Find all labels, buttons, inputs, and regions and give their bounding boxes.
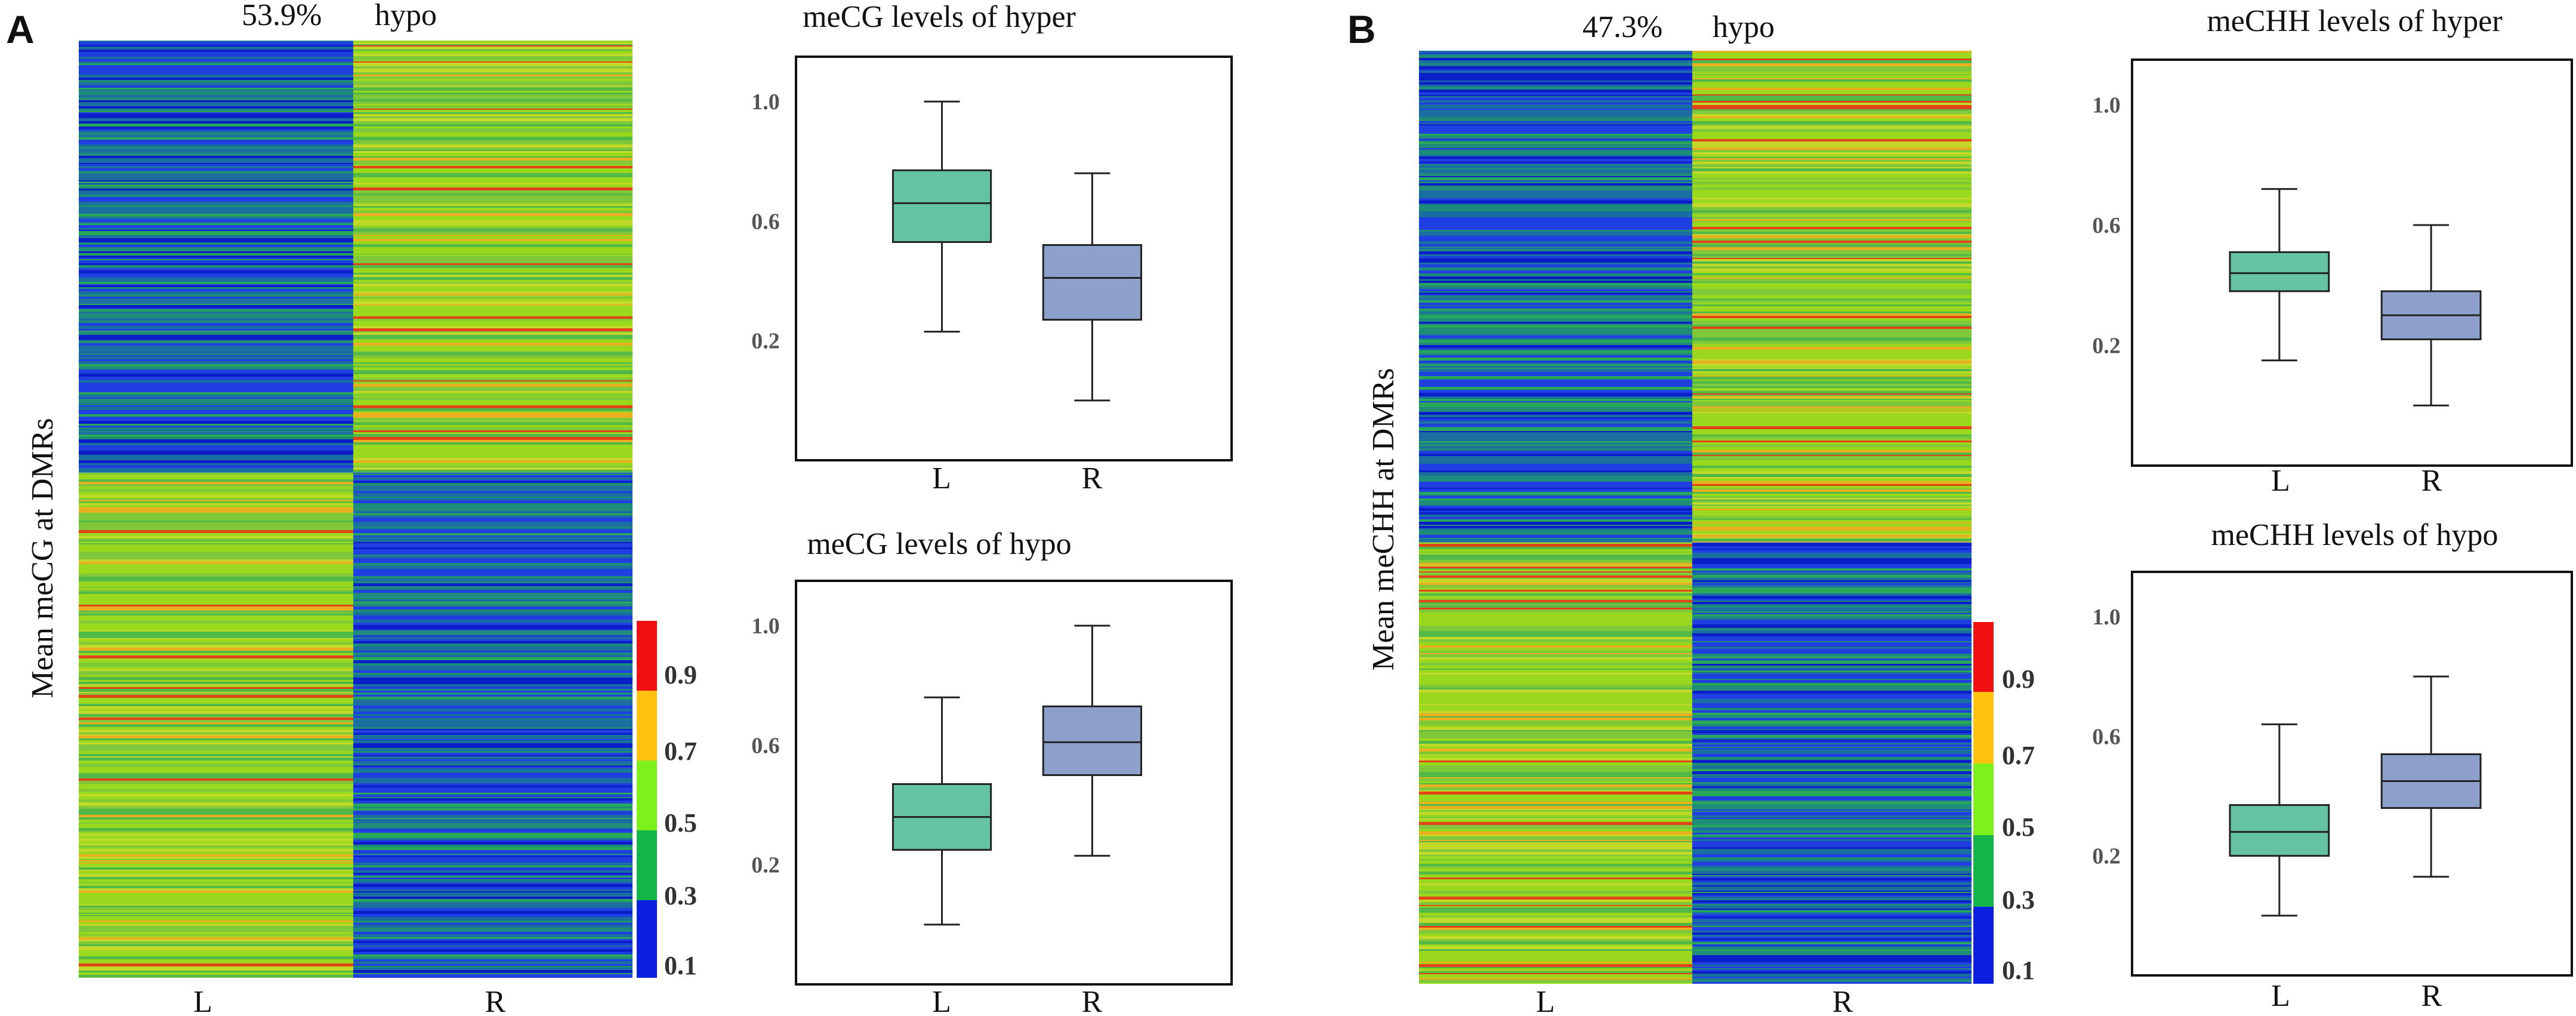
colorbar-a-tick-01: 0.1: [664, 951, 697, 980]
colorbar-a-orange: [637, 691, 657, 761]
ytick-label: 1.0: [2092, 605, 2121, 630]
xcat-r: R: [2421, 979, 2442, 1013]
ytick-label: 1.0: [751, 90, 780, 115]
ytick-label: 0.2: [751, 853, 780, 878]
box-l: [891, 100, 992, 333]
colorbar-a-tick-03: 0.3: [664, 881, 697, 910]
xcat-r: R: [1082, 985, 1103, 1016]
box-l: [2229, 723, 2330, 917]
heatmap-b-xlabel-r: R: [1832, 985, 1853, 1016]
heatmap-a-hypo-label: hypo: [375, 0, 437, 32]
heatmap-b-l-segment-low: [1419, 51, 1692, 543]
colorbar-b-tick-05: 0.5: [2002, 812, 2035, 842]
xcat-l: L: [932, 461, 951, 495]
ytick-label: 1.0: [2092, 93, 2121, 118]
plot-frame: [795, 580, 1233, 986]
boxplot-a-hyper: meCG levels of hyper 1.0 0.6 0.2 L R: [751, 0, 1233, 495]
colorbar-b-green: [1973, 835, 1994, 907]
colorbar-a-green: [637, 830, 657, 900]
boxplot-a-hypo: meCG levels of hypo 1.0 0.6 0.2 L R: [751, 527, 1233, 1016]
colorbar-a-blue: [637, 900, 657, 978]
colorbar-b-red: [1973, 622, 1994, 692]
xcat-l: L: [2271, 464, 2290, 498]
boxplot-title: meCHH levels of hyper: [2207, 4, 2502, 38]
iqr-box: [2229, 251, 2330, 293]
plot-frame: [795, 56, 1233, 461]
plot-frame: [2131, 571, 2573, 977]
heatmap-b-xlabel-l: L: [1536, 985, 1555, 1016]
ytick-label: 0.2: [2092, 334, 2121, 359]
colorbar-b-tick-01: 0.1: [2002, 956, 2035, 985]
colorbar-b-lightgreen: [1973, 763, 1994, 835]
heatmap-a-xlabel-l: L: [193, 985, 212, 1016]
colorbar-b-tick-03: 0.3: [2002, 885, 2035, 915]
ytick-label: 0.6: [2092, 213, 2121, 238]
box-r: [2380, 224, 2482, 407]
plot-frame: [2131, 59, 2573, 467]
ytick-label: 0.6: [751, 209, 780, 234]
colorbar-a-tick-09: 0.9: [664, 660, 697, 689]
heatmap-b-ylabel: Mean meCHH at DMRs: [1366, 368, 1400, 671]
panel-b: B 47.3% hypo Mean meCHH at DMRs L R 0.9 …: [1347, 4, 2573, 1016]
heatmap-a-r-segment-low: [353, 472, 633, 978]
boxplot-title: meCHH levels of hypo: [2211, 518, 2498, 552]
boxplot-title: meCG levels of hypo: [807, 527, 1071, 561]
heatmap-b-percent: 47.3%: [1582, 10, 1662, 44]
xcat-l: L: [932, 985, 951, 1016]
heatmap-b: [1419, 51, 1972, 984]
colorbar-b-tick-07: 0.7: [2002, 741, 2035, 770]
boxplot-b-hypo: meCHH levels of hypo 1.0 0.6 0.2 L R: [2092, 518, 2573, 1013]
heatmap-a-l-segment-low: [79, 41, 353, 473]
heatmap-b-r-segment-low: [1692, 542, 1972, 984]
ytick-label: 0.2: [751, 329, 780, 354]
panel-a: A 53.9% hypo Mean meCG at DMRs L R 0.9 0…: [6, 0, 1233, 1016]
colorbar-b-tick-09: 0.9: [2002, 664, 2035, 694]
xcat-r: R: [1082, 461, 1103, 495]
heatmap-a-xlabel-r: R: [485, 985, 506, 1016]
iqr-box: [2229, 804, 2330, 857]
colorbar-a-tick-05: 0.5: [664, 808, 697, 838]
xcat-r: R: [2421, 464, 2442, 498]
boxplot-b-hyper: meCHH levels of hyper 1.0 0.6 0.2 L R: [2092, 4, 2573, 498]
iqr-box: [891, 169, 992, 243]
ytick-label: 1.0: [751, 614, 780, 639]
xcat-l: L: [2271, 979, 2290, 1013]
heatmap-a-r-segment-high: [353, 41, 633, 473]
colorbar-b-orange: [1973, 692, 1994, 763]
boxplot-title: meCG levels of hyper: [803, 0, 1076, 34]
colorbar-a-tick-07: 0.7: [664, 737, 697, 766]
ytick-label: 0.2: [2092, 844, 2121, 869]
heatmap-b-l-segment-high: [1419, 542, 1692, 984]
heatmap-a-percent: 53.9%: [242, 0, 322, 32]
box-r: [1042, 624, 1143, 857]
iqr-box: [1042, 705, 1143, 776]
iqr-box: [1042, 244, 1143, 321]
box-l: [891, 696, 992, 926]
ytick-label: 0.6: [2092, 724, 2121, 749]
heatmap-b-hypo-label: hypo: [1713, 10, 1775, 44]
colorbar-b-blue: [1973, 907, 1994, 984]
colorbar-b: 0.9 0.7 0.5 0.3 0.1: [1973, 622, 2035, 985]
panel-b-letter: B: [1347, 7, 1376, 51]
heatmap-a: [79, 41, 633, 978]
box-r: [1042, 172, 1143, 402]
panel-a-letter: A: [6, 7, 35, 51]
colorbar-a: 0.9 0.7 0.5 0.3 0.1: [637, 621, 697, 980]
heatmap-a-ylabel: Mean meCG at DMRs: [26, 418, 60, 698]
colorbar-a-lightgreen: [637, 761, 657, 830]
colorbar-a-red: [637, 621, 657, 691]
box-r: [2380, 675, 2482, 878]
heatmap-b-r-segment-high: [1692, 51, 1972, 543]
heatmap-a-l-segment-high: [79, 472, 353, 978]
box-l: [2229, 188, 2330, 362]
ytick-label: 0.6: [751, 733, 780, 758]
